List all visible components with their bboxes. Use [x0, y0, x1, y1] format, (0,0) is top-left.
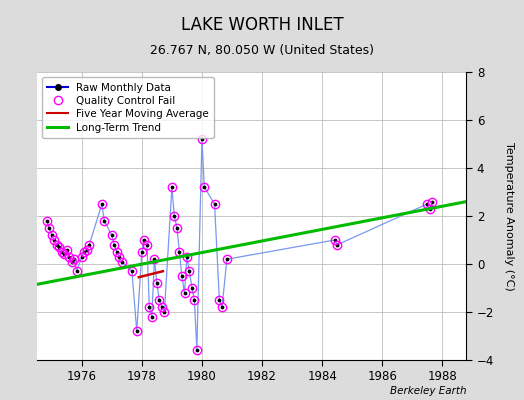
Legend: Raw Monthly Data, Quality Control Fail, Five Year Moving Average, Long-Term Tren: Raw Monthly Data, Quality Control Fail, …: [42, 77, 214, 138]
Text: 26.767 N, 80.050 W (United States): 26.767 N, 80.050 W (United States): [150, 44, 374, 57]
Text: LAKE WORTH INLET: LAKE WORTH INLET: [181, 16, 343, 34]
Text: Berkeley Earth: Berkeley Earth: [390, 386, 466, 396]
Y-axis label: Temperature Anomaly (°C): Temperature Anomaly (°C): [504, 142, 514, 290]
